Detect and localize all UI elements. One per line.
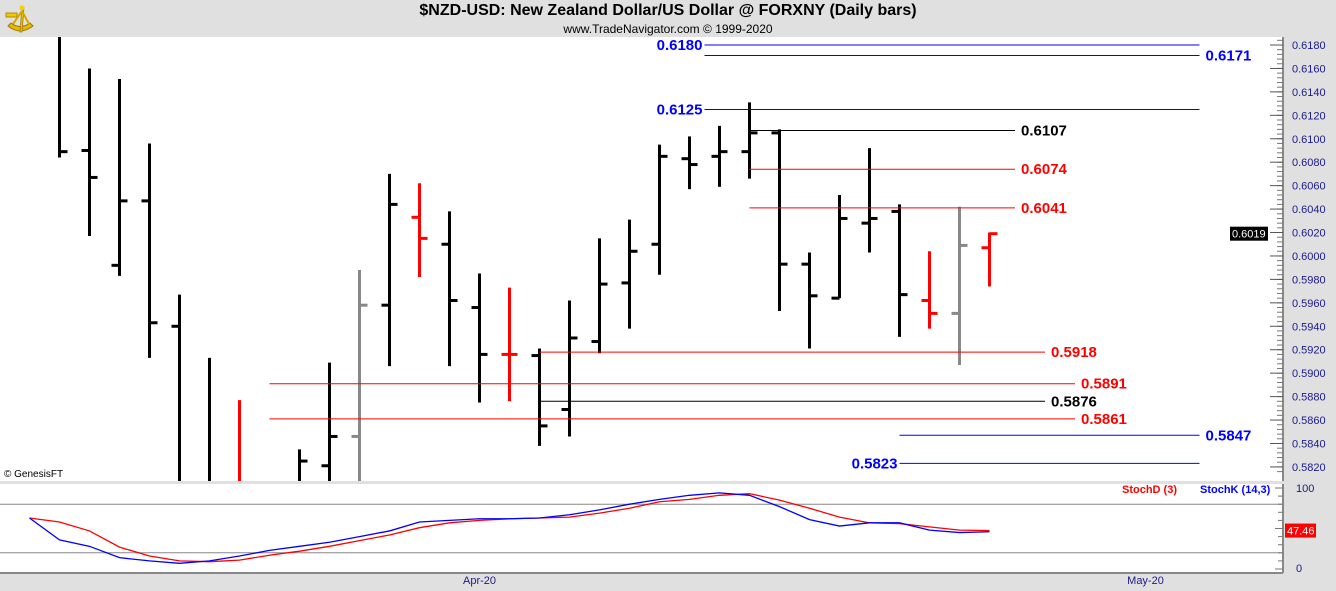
y-tick-label: 0.6100 — [1292, 134, 1326, 146]
ohlc-bar — [171, 294, 181, 481]
price-level: 0.6180 — [657, 37, 1200, 54]
legend-entry: StochK (14,3) — [1200, 484, 1271, 496]
y-tick-label: 0.6040 — [1292, 204, 1326, 216]
y-tick-label: 0.6120 — [1292, 110, 1326, 122]
price-level: 0.6171 — [704, 48, 1252, 65]
price-level: 0.6041 — [749, 200, 1067, 217]
copyright-label: © GenesisFT — [4, 469, 63, 480]
y-tick-label: 0.5980 — [1292, 274, 1326, 286]
ohlc-bar — [981, 232, 998, 287]
ohlc-bar — [651, 144, 668, 275]
stoch-series-line — [29, 492, 990, 564]
y-tick-label: 0.5880 — [1292, 392, 1326, 404]
ohlc-bar — [561, 300, 578, 437]
y-tick-label: 0.6080 — [1292, 157, 1326, 169]
ohlc-bar — [441, 211, 458, 367]
level-label: 0.5823 — [852, 455, 898, 472]
ohlc-bar — [351, 270, 368, 481]
ohlc-bar — [81, 68, 98, 237]
level-label: 0.6180 — [657, 37, 703, 54]
ohlc-bar — [591, 238, 608, 354]
ohlc-bar — [411, 183, 428, 278]
y-tick-label: 0.5840 — [1292, 438, 1326, 450]
level-label: 0.5891 — [1081, 376, 1127, 393]
price-level: 0.5823 — [852, 455, 1200, 472]
legend-entry: StochD (3) — [1122, 484, 1177, 496]
stoch-tick-label: 100 — [1296, 483, 1314, 495]
ohlc-bar — [531, 348, 548, 446]
y-tick-label: 0.6160 — [1292, 63, 1326, 75]
level-label: 0.6074 — [1021, 161, 1068, 178]
ohlc-bar — [771, 129, 788, 312]
ohlc-bar — [58, 37, 68, 158]
y-tick-label: 0.5940 — [1292, 321, 1326, 333]
price-level: 0.6125 — [657, 101, 1200, 118]
price-level: 0.5861 — [269, 411, 1127, 428]
level-label: 0.6171 — [1206, 48, 1252, 65]
level-label: 0.5847 — [1206, 427, 1252, 444]
ohlc-bar — [621, 219, 638, 329]
ohlc-bar — [921, 251, 938, 329]
ohlc-bar — [801, 252, 818, 349]
ohlc-bar — [501, 287, 518, 402]
last-price-marker — [1230, 226, 1268, 241]
level-label: 0.6107 — [1021, 123, 1067, 140]
x-tick-label: May-20 — [1127, 575, 1164, 587]
y-tick-label: 0.5860 — [1292, 415, 1326, 427]
ohlc-bar — [861, 148, 878, 253]
stoch-tick-label: 0 — [1296, 563, 1302, 575]
level-label: 0.5918 — [1051, 344, 1097, 361]
y-tick-label: 0.5920 — [1292, 345, 1326, 357]
chart-subtitle: www.TradeNavigator.com © 1999-2020 — [563, 22, 773, 36]
ohlc-bar — [951, 206, 968, 365]
x-tick-label: Apr-20 — [463, 575, 496, 587]
last-price-label: 0.6019 — [1232, 229, 1266, 241]
y-tick-label: 0.5900 — [1292, 368, 1326, 380]
y-tick-label: 0.6020 — [1292, 228, 1326, 240]
level-label: 0.6125 — [657, 101, 703, 118]
stoch-plot-area — [0, 484, 1282, 573]
price-level: 0.5876 — [539, 393, 1097, 410]
level-label: 0.5861 — [1081, 411, 1127, 428]
ohlc-bar — [141, 143, 158, 358]
ohlc-bar — [298, 449, 308, 481]
ohlc-bar — [681, 136, 698, 190]
y-tick-label: 0.5820 — [1292, 462, 1326, 474]
level-label: 0.5876 — [1051, 393, 1097, 410]
ohlc-bar — [711, 125, 728, 187]
y-tick-label: 0.6140 — [1292, 87, 1326, 99]
price-level: 0.6107 — [749, 123, 1067, 140]
ohlc-bar — [891, 204, 908, 337]
ohlc-bar — [741, 102, 758, 179]
stoch-last-value-marker — [1285, 523, 1316, 538]
y-tick-label: 0.6000 — [1292, 251, 1326, 263]
ohlc-bar — [831, 195, 848, 300]
price-level: 0.6074 — [749, 161, 1068, 178]
stoch-last-value-label: 47.46 — [1287, 526, 1315, 538]
price-level: 0.5891 — [269, 376, 1127, 393]
y-tick-label: 0.6060 — [1292, 181, 1326, 193]
chart-title: $NZD-USD: New Zealand Dollar/US Dollar @… — [419, 2, 917, 19]
ohlc-bar — [471, 273, 488, 403]
ohlc-bar — [381, 173, 398, 367]
level-label: 0.6041 — [1021, 200, 1067, 217]
price-level: 0.5918 — [539, 344, 1097, 361]
ohlc-bar — [111, 78, 128, 276]
y-tick-label: 0.5960 — [1292, 298, 1326, 310]
ohlc-bar — [321, 362, 338, 481]
price-level: 0.5847 — [899, 427, 1252, 444]
y-tick-label: 0.6180 — [1292, 40, 1326, 52]
sextant-logo-icon — [3, 2, 37, 36]
price-plot-area — [0, 37, 1282, 481]
